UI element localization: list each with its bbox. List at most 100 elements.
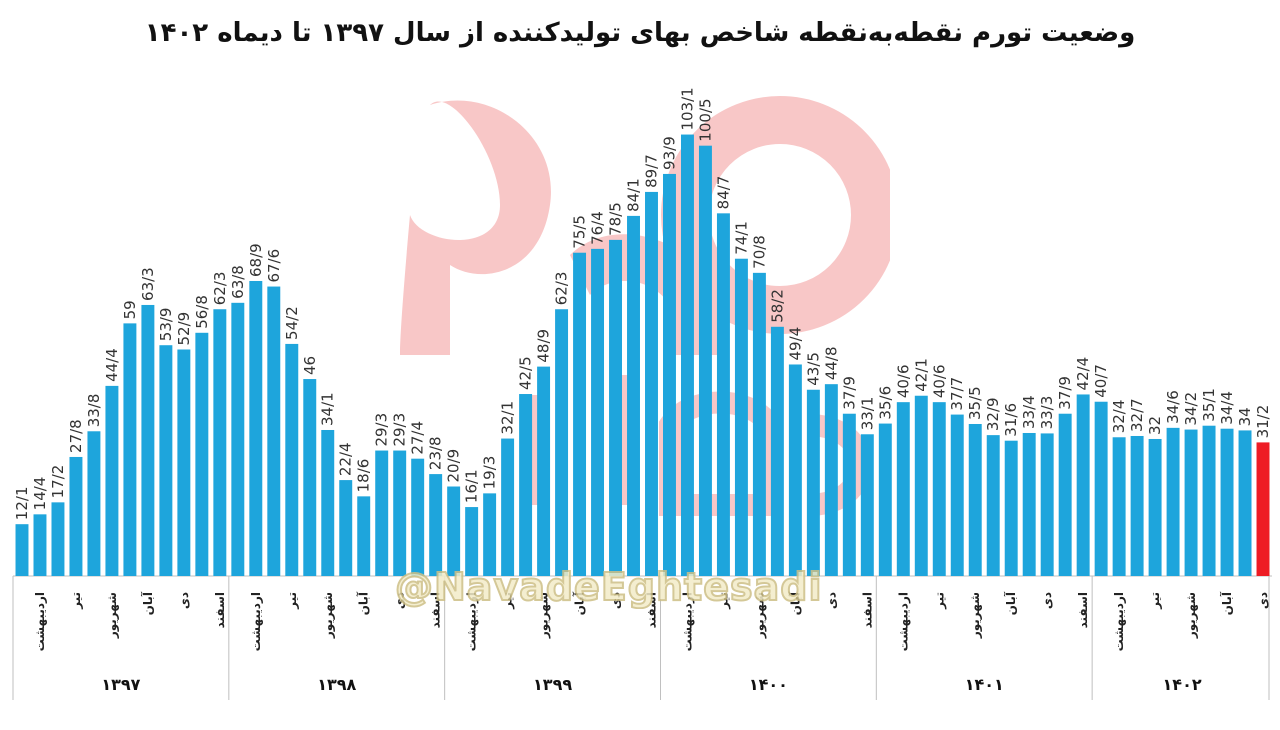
data-label: 70/8 bbox=[750, 235, 768, 269]
bar bbox=[860, 434, 874, 576]
data-label: 74/1 bbox=[732, 221, 750, 255]
data-label: 35/6 bbox=[876, 386, 894, 420]
data-label: 17/2 bbox=[49, 465, 67, 499]
data-label: 42/5 bbox=[517, 356, 535, 390]
data-label: 103/1 bbox=[678, 87, 696, 130]
data-label: 19/3 bbox=[481, 456, 499, 490]
bar bbox=[896, 402, 910, 576]
data-label: 32/4 bbox=[1110, 400, 1128, 434]
data-label: 59 bbox=[121, 300, 139, 319]
data-label: 54/2 bbox=[283, 306, 301, 340]
month-tick-label: تیر bbox=[69, 592, 83, 610]
watermark-handle: @NavadeEghtesadi bbox=[394, 564, 823, 610]
bar bbox=[141, 304, 155, 576]
month-tick-label: شهریور bbox=[321, 592, 336, 639]
data-label: 33/1 bbox=[858, 397, 876, 431]
data-label: 44/8 bbox=[822, 346, 840, 380]
data-label: 18/6 bbox=[355, 459, 373, 493]
bar bbox=[465, 507, 479, 576]
bar bbox=[267, 286, 281, 576]
data-label: 62/3 bbox=[211, 272, 229, 306]
data-label: 34/6 bbox=[1164, 390, 1182, 424]
month-tick-label: تیر bbox=[1148, 592, 1162, 610]
bar bbox=[177, 349, 191, 576]
data-label: 35/1 bbox=[1200, 388, 1218, 422]
month-tick-label: اردیبهشت bbox=[680, 592, 694, 651]
data-label: 16/1 bbox=[463, 469, 481, 503]
bar bbox=[411, 458, 425, 576]
data-label: 63/8 bbox=[229, 265, 247, 299]
month-tick-label: اردیبهشت bbox=[896, 592, 910, 651]
bar bbox=[1130, 435, 1144, 576]
data-label: 42/1 bbox=[912, 358, 930, 392]
data-label: 100/5 bbox=[696, 98, 714, 141]
data-label: 42/4 bbox=[1074, 357, 1092, 391]
data-label: 89/7 bbox=[642, 154, 660, 188]
data-label: 56/8 bbox=[193, 295, 211, 329]
month-tick-label: تیر bbox=[501, 592, 515, 610]
month-tick-label: دی bbox=[824, 592, 838, 609]
bar bbox=[591, 248, 605, 577]
bar bbox=[878, 423, 892, 576]
bar bbox=[105, 385, 119, 576]
data-label: 37/9 bbox=[840, 376, 858, 410]
year-group-label: ۱۳۹۸ bbox=[317, 675, 356, 694]
data-label: 46 bbox=[301, 356, 319, 375]
bar bbox=[734, 258, 748, 576]
bar bbox=[770, 326, 784, 576]
year-group-label: ۱۴۰۰ bbox=[749, 675, 788, 694]
month-tick-label: اردیبهشت bbox=[465, 592, 479, 651]
bar bbox=[519, 394, 533, 576]
month-tick-label: آبان bbox=[1219, 591, 1234, 615]
data-label: 63/3 bbox=[139, 267, 157, 301]
bar bbox=[1148, 438, 1162, 576]
data-label: 76/4 bbox=[589, 211, 607, 245]
bar bbox=[357, 496, 371, 576]
bar bbox=[950, 414, 964, 576]
data-label: 14/4 bbox=[31, 477, 49, 511]
bar bbox=[321, 429, 335, 576]
data-label: 33/8 bbox=[85, 394, 103, 428]
bar bbox=[483, 493, 497, 576]
year-group-label: ۱۴۰۱ bbox=[965, 675, 1004, 694]
data-label: 34/1 bbox=[319, 392, 337, 426]
data-label: 32/9 bbox=[984, 397, 1002, 431]
bar bbox=[447, 486, 461, 576]
bar bbox=[375, 450, 389, 576]
month-tick-label: شهریور bbox=[752, 592, 767, 639]
data-label: 52/9 bbox=[175, 312, 193, 346]
bar bbox=[303, 379, 317, 576]
month-tick-label: اسفند bbox=[213, 592, 227, 628]
bar bbox=[1184, 429, 1198, 576]
data-label: 48/9 bbox=[535, 329, 553, 363]
bar bbox=[698, 145, 712, 576]
month-tick-label: اسفند bbox=[860, 592, 874, 628]
data-label: 32/7 bbox=[1128, 398, 1146, 432]
bar bbox=[806, 389, 820, 576]
bar bbox=[429, 474, 443, 576]
bar bbox=[195, 332, 209, 576]
bar bbox=[393, 450, 407, 576]
bar bbox=[249, 280, 263, 576]
bar bbox=[716, 213, 730, 576]
month-tick-label: اردیبهشت bbox=[33, 592, 47, 651]
month-tick-label: شهریور bbox=[968, 592, 983, 639]
data-label: 22/4 bbox=[337, 442, 355, 476]
month-tick-label: دی bbox=[1040, 592, 1054, 609]
bar bbox=[1094, 401, 1108, 576]
month-tick-label: تیر bbox=[932, 592, 946, 610]
data-label: 29/3 bbox=[373, 413, 391, 447]
bar bbox=[680, 134, 694, 576]
month-tick-label: آبان bbox=[356, 591, 371, 615]
bar bbox=[1040, 433, 1054, 576]
data-label: 31/2 bbox=[1254, 405, 1272, 439]
data-label: 49/4 bbox=[786, 327, 804, 361]
bar bbox=[842, 413, 856, 576]
data-label: 44/4 bbox=[103, 348, 121, 382]
bar bbox=[986, 435, 1000, 576]
data-label: 75/5 bbox=[571, 215, 589, 249]
month-tick-label: اسفند bbox=[644, 592, 658, 628]
data-label: 12/1 bbox=[13, 487, 31, 521]
bar bbox=[87, 431, 101, 576]
data-label: 37/7 bbox=[948, 377, 966, 411]
